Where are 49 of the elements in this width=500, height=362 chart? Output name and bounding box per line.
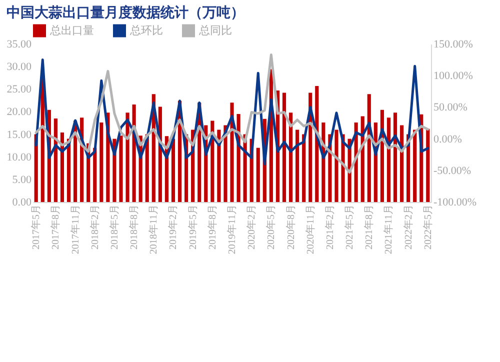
y-tick-label: 5.00: [12, 174, 32, 186]
x-tick-label: 2018年8月: [128, 204, 140, 250]
x-tick-label: 2017年8月: [50, 204, 62, 250]
x-tick-label: 2019年11月: [226, 204, 238, 254]
y2-tick-label: 150.00%: [434, 38, 473, 50]
y2-tick-label: 100.00%: [434, 70, 473, 82]
bar: [334, 130, 338, 202]
x-tick-label: 2018年11月: [148, 204, 160, 254]
x-tick-label: 2019年2月: [167, 204, 180, 250]
x-tick-label: 2017年11月: [69, 204, 82, 254]
legend-label: 总同比: [198, 24, 232, 37]
x-tick-label: 2021年2月: [324, 204, 336, 250]
x-tick-label: 2020年5月: [265, 204, 278, 250]
bar: [426, 128, 430, 202]
x-tick-label: 2021年5月: [344, 204, 356, 250]
y-tick-label: 25.00: [6, 84, 32, 96]
x-tick-label: 2021年8月: [363, 204, 376, 250]
x-tick-label: 2020年8月: [284, 204, 297, 250]
bar: [119, 136, 123, 202]
y2-tick-label: -50.00%: [434, 164, 472, 177]
y-tick-label: 30.00: [6, 61, 32, 74]
bar: [100, 122, 104, 202]
x-tick-label: 2020年11月: [304, 204, 316, 254]
y2-tick-label: 50.00%: [434, 102, 468, 114]
bar: [296, 130, 300, 202]
y2-tick-label: 0.00%: [434, 133, 462, 146]
legend-label: 总出口量: [49, 24, 94, 37]
bar: [256, 148, 260, 202]
x-tick-label: 2019年8月: [206, 204, 218, 250]
y2-tick-label: -100.00%: [434, 196, 477, 208]
bar: [171, 138, 176, 202]
bar: [126, 112, 130, 202]
y-tick-label: 35.00: [6, 38, 32, 50]
y-tick-label: 20.00: [6, 106, 32, 118]
x-tick-label: 2018年5月: [108, 204, 120, 250]
legend-label: 总环比: [129, 24, 163, 37]
x-tick-label: 2018年2月: [88, 204, 101, 250]
x-tick-label: 2019年5月: [186, 204, 199, 250]
x-tick-label: 2021年11月: [382, 204, 395, 254]
x-tick-label: 2022年5月: [422, 204, 434, 250]
x-tick-label: 2020年2月: [246, 204, 258, 250]
bar: [413, 130, 417, 202]
y-tick-label: 15.00: [6, 128, 32, 141]
x-tick-label: 2022年2月: [402, 204, 414, 250]
x-tick-label: 2017年5月: [30, 204, 42, 250]
chart-title: 中国大蒜出口量月度数据统计（万吨）: [6, 4, 244, 21]
y-tick-label: 10.00: [6, 151, 32, 164]
bar: [282, 92, 286, 202]
y-tick-label: 0.00: [12, 196, 32, 208]
